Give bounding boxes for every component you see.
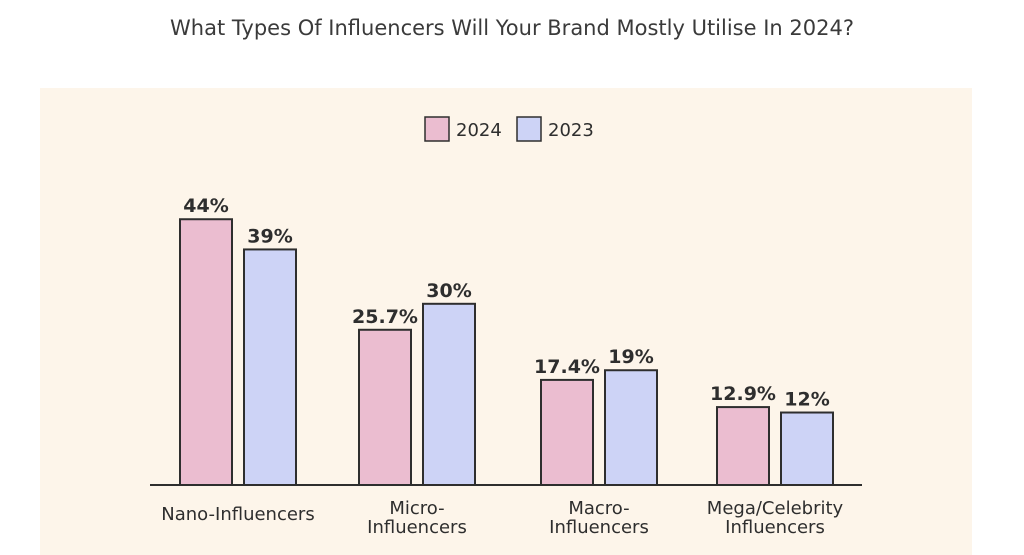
bar-2023-2 [604,369,658,486]
category-label-3: Mega/Celebrity Influencers [707,498,844,538]
legend-label-2023: 2023 [548,120,594,141]
value-label-2024-1: 25.7% [352,306,418,328]
value-label-2023-2: 19% [608,346,653,368]
value-label-2024-0: 44% [183,195,228,217]
legend: 2024 2023 [424,116,594,142]
bar-2024-2 [540,378,594,486]
category-labels-group: Nano-Influencers Micro-Influencers Macro-I… [161,498,843,538]
bar-2024-0 [179,218,233,487]
category-label-1: Micro-Influencers [367,498,467,538]
category-label-2: Macro-Influencers [549,498,649,538]
bar-2023-0 [243,248,297,486]
category-label-0: Nano-Influencers [161,504,314,525]
legend-swatch-2023 [516,116,542,142]
value-label-2024-3: 12.9% [710,383,776,405]
value-label-2024-2: 17.4% [534,356,600,378]
value-label-2023-0: 39% [247,225,292,247]
bar-2024-3 [716,406,770,487]
bar-2023-1 [422,302,476,486]
value-labels-group: 44% 39% 25.7% 30% 17.4% 19% 12.9% 12% [183,195,829,410]
bar-2024-1 [358,328,412,486]
legend-swatch-2024 [424,116,450,142]
legend-label-2024: 2024 [456,120,502,141]
chart-title: What Types Of Influencers Will Your Bran… [170,16,854,40]
value-label-2023-1: 30% [426,280,471,302]
bar-2023-3 [780,411,834,486]
bars-group [179,218,834,487]
value-label-2023-3: 12% [784,389,829,411]
